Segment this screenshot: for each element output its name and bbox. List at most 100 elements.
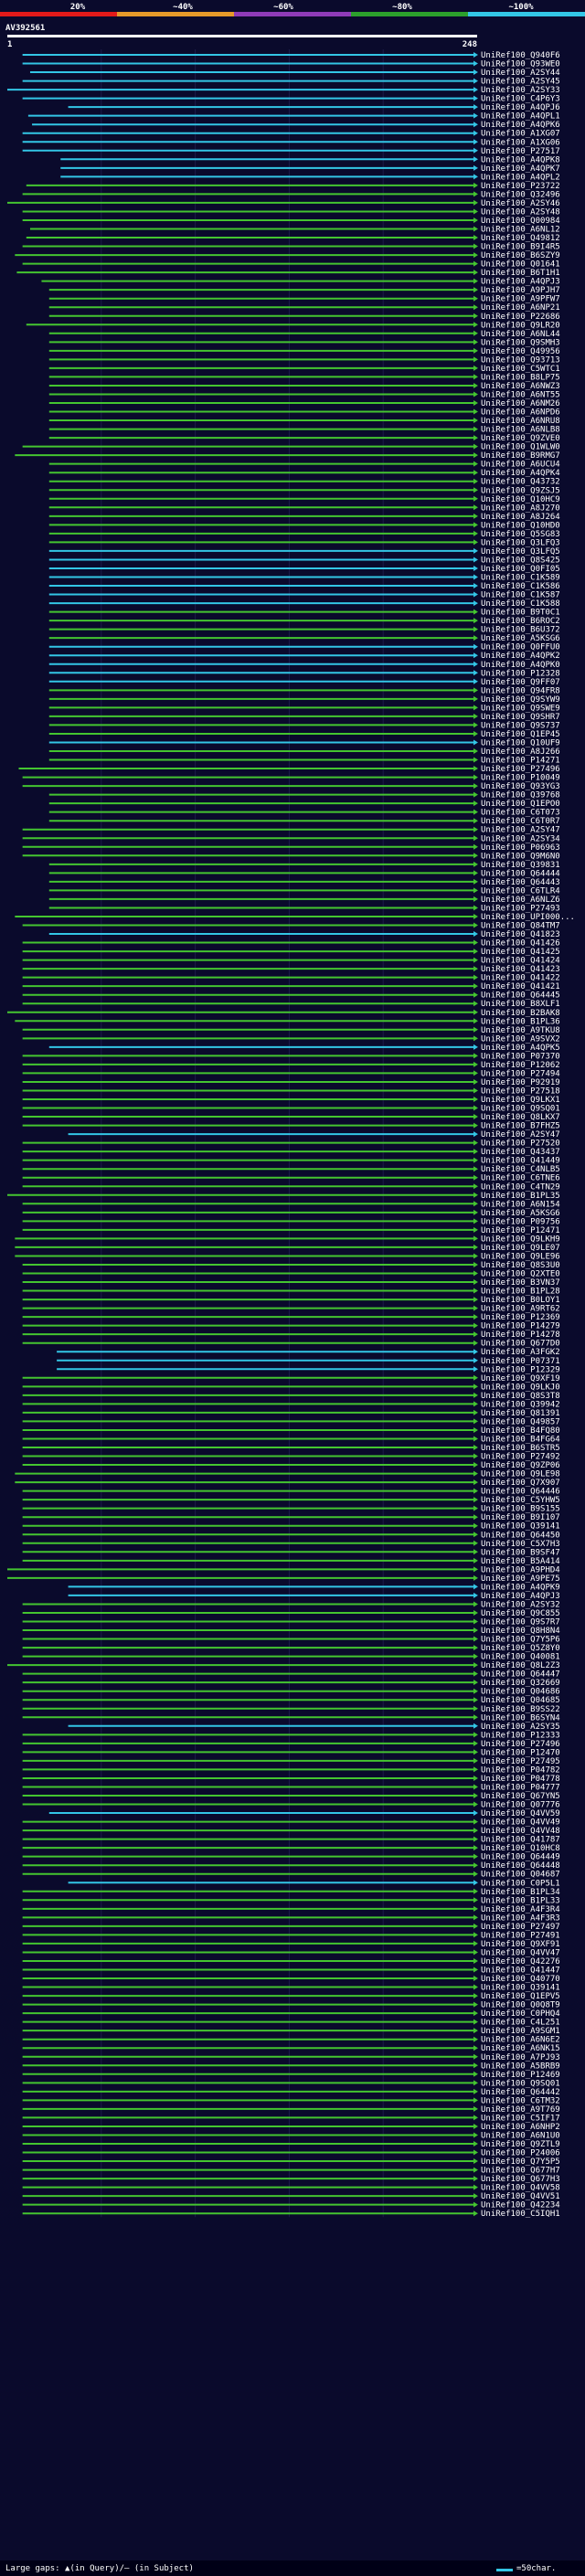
alignment-arrow: [473, 695, 478, 702]
alignment-arrow: [473, 2036, 478, 2042]
hit-label: UniRef100_Q7Y5P5: [481, 2157, 560, 2167]
hit-label: UniRef100_Q64447: [481, 1670, 560, 1680]
hit-label: UniRef100_B1PL35: [481, 1192, 560, 1201]
alignment-arrow: [473, 922, 478, 928]
hit-label: UniRef100_Q07776: [481, 1801, 560, 1810]
hit-label: UniRef100_Q0FI05: [481, 565, 560, 574]
hit-label: UniRef100_C4TN29: [481, 1182, 560, 1192]
hit-label: UniRef100_C4NLB5: [481, 1165, 560, 1174]
alignment-arrow: [473, 1288, 478, 1294]
alignment-arrow: [473, 1627, 478, 1634]
alignment-arrow: [473, 69, 478, 76]
alignment-arrow: [473, 461, 478, 467]
alignment-arrow: [473, 2201, 478, 2208]
alignment-arrow: [473, 1514, 478, 1521]
hit-label: UniRef100_Q3LFQ5: [481, 547, 560, 557]
alignment-arrow: [473, 1201, 478, 1207]
alignment-arrow: [473, 147, 478, 154]
hit-label: UniRef100_Q40081: [481, 1653, 560, 1662]
hit-label: UniRef100_A2SY35: [481, 1723, 560, 1732]
alignment-arrow: [473, 295, 478, 302]
hit-label: UniRef100_Q940F6: [481, 51, 560, 60]
alignment-arrow: [473, 1018, 478, 1024]
alignment-arrow: [473, 60, 478, 67]
alignment-arrow: [473, 182, 478, 188]
hit-label: UniRef100_Q0FFU0: [481, 643, 560, 652]
alignment-arrow: [473, 1905, 478, 1912]
alignment-arrow: [473, 1845, 478, 1851]
hit-label: UniRef100_Q04686: [481, 1688, 560, 1697]
hit-label: UniRef100_A9SVX2: [481, 1034, 560, 1044]
hit-label: UniRef100_Q9LE98: [481, 1470, 560, 1479]
hit-label: UniRef100_A5BRB9: [481, 2062, 560, 2071]
alignment-arrow: [473, 1261, 478, 1267]
hit-label: UniRef100_Q41425: [481, 948, 560, 957]
hit-label: UniRef100_Q41424: [481, 957, 560, 966]
hit-label: UniRef100_A9PFW7: [481, 295, 560, 304]
alignment-arrow: [473, 1636, 478, 1642]
alignment-arrow: [473, 1976, 478, 1982]
alignment-arrow: [473, 78, 478, 84]
hit-label: UniRef100_Q9LE96: [481, 1252, 560, 1261]
alignment-arrow: [473, 887, 478, 894]
colorbar-segment: [117, 12, 234, 16]
hit-label: UniRef100_A2SY48: [481, 207, 560, 217]
hit-label: UniRef100_C1K588: [481, 599, 560, 609]
hit-label: UniRef100_C6T0R7: [481, 817, 560, 826]
hit-label: UniRef100_A6NRU8: [481, 417, 560, 426]
colorbar-segment: [468, 12, 585, 16]
alignment-arrow: [473, 1192, 478, 1198]
alignment-arrow: [473, 853, 478, 859]
hit-label: UniRef100_Q41421: [481, 982, 560, 991]
hit-label: UniRef100_UPI000...: [481, 913, 575, 922]
alignment-arrow: [473, 1183, 478, 1190]
hit-label: UniRef100_P04777: [481, 1783, 560, 1792]
hit-label: UniRef100_P27494: [481, 1069, 560, 1078]
hit-label: UniRef100_Q4VV48: [481, 1827, 560, 1836]
hit-label: UniRef100_Q8S3T8: [481, 1392, 560, 1401]
alignment-arrow: [473, 2184, 478, 2190]
hit-label: UniRef100_Q4VV58: [481, 2184, 560, 2193]
hit-label: UniRef100_P27497: [481, 1923, 560, 1932]
hit-label: UniRef100_A6UCU4: [481, 461, 560, 470]
hit-label: UniRef100_C6TM32: [481, 2096, 560, 2105]
hit-label: UniRef100_Q64443: [481, 878, 560, 887]
alignment-arrow: [473, 243, 478, 249]
alignment-arrow: [473, 374, 478, 380]
query-label: AV392561: [5, 24, 45, 33]
gap-legend-text: Large gaps: ▲(in Query)/– (in Subject): [5, 2564, 194, 2573]
alignment-arrow: [473, 1097, 478, 1102]
hit-label: UniRef100_A6NLB8: [481, 426, 560, 435]
alignment-arrow: [473, 1053, 478, 1059]
hit-label: UniRef100_A2SY32: [481, 1600, 560, 1609]
hit-label: UniRef100_Q677H3: [481, 2175, 560, 2184]
alignment-arrow: [473, 1218, 478, 1224]
hit-label: UniRef100_A2SY47: [481, 826, 560, 835]
hit-label: UniRef100_B1PL34: [481, 1888, 560, 1897]
alignment-arrow: [473, 1592, 478, 1598]
alignment-arrow: [473, 1984, 478, 1990]
alignment-arrow: [473, 1601, 478, 1607]
alignment-arrow: [473, 565, 478, 571]
alignment-arrow: [473, 1331, 478, 1338]
hit-label: UniRef100_A4QPJ3: [481, 278, 560, 287]
alignment-arrow: [473, 1149, 478, 1155]
alignment-arrow: [473, 217, 478, 223]
alignment-arrow: [473, 1793, 478, 1798]
alignment-arrow: [473, 260, 478, 267]
alignment-arrow: [473, 670, 478, 676]
hit-label: UniRef100_B2BAK8: [481, 1009, 560, 1018]
alignment-arrow: [473, 2071, 478, 2077]
hit-label: UniRef100_Q9FF07: [481, 678, 560, 687]
alignment-arrow: [473, 1757, 478, 1764]
hit-label: UniRef100_A6NP21: [481, 303, 560, 313]
hit-label: UniRef100_Q49956: [481, 347, 560, 356]
alignment-arrow: [473, 226, 478, 232]
alignment-arrow: [473, 1775, 478, 1781]
hit-label: UniRef100_Q9LE07: [481, 1244, 560, 1253]
alignment-arrow: [473, 1488, 478, 1494]
hit-label: UniRef100_Q94FR8: [481, 686, 560, 695]
alignment-arrow: [473, 270, 478, 276]
hit-label: UniRef100_Q39141: [481, 1522, 560, 1532]
hit-label: UniRef100_Q9ZTL9: [481, 2140, 560, 2149]
